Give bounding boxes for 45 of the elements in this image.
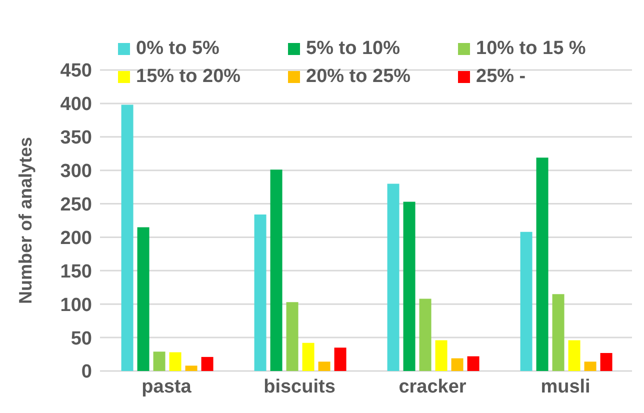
bar bbox=[270, 170, 282, 371]
x-tick-label: biscuits bbox=[264, 376, 336, 398]
bar bbox=[254, 214, 266, 371]
bar bbox=[137, 227, 150, 371]
legend-label: 25% - bbox=[476, 66, 526, 88]
bar bbox=[552, 294, 564, 371]
bar bbox=[467, 356, 480, 371]
bar bbox=[286, 302, 298, 371]
legend-label: 10% to 15 % bbox=[476, 38, 586, 60]
y-tick-label: 200 bbox=[60, 228, 92, 249]
legend-label: 5% to 10% bbox=[306, 38, 400, 60]
bar bbox=[403, 202, 416, 371]
x-tick-label: pasta bbox=[142, 376, 192, 398]
y-tick-label: 50 bbox=[70, 328, 92, 350]
y-axis-title: Number of analytes bbox=[15, 136, 36, 304]
x-tick-label: cracker bbox=[398, 376, 467, 398]
bar bbox=[520, 232, 532, 371]
bar bbox=[451, 358, 464, 371]
bar bbox=[435, 340, 448, 371]
bar bbox=[201, 356, 214, 371]
bar bbox=[153, 352, 166, 371]
y-tick-label: 400 bbox=[60, 94, 92, 116]
y-tick-label: 300 bbox=[60, 161, 92, 182]
legend-label: 15% to 20% bbox=[136, 66, 241, 88]
y-tick-label: 350 bbox=[60, 128, 92, 149]
bar bbox=[185, 366, 198, 371]
bar bbox=[318, 362, 330, 371]
bar bbox=[387, 184, 400, 371]
bar bbox=[302, 342, 314, 371]
y-tick-label: 100 bbox=[60, 294, 92, 316]
y-tick-label: 150 bbox=[60, 261, 92, 282]
y-tick-label: 250 bbox=[60, 194, 92, 216]
bar bbox=[584, 362, 596, 371]
bar bbox=[169, 352, 182, 371]
bar bbox=[419, 298, 432, 371]
x-tick-label: musli bbox=[540, 376, 590, 398]
bar bbox=[568, 340, 580, 371]
bar bbox=[121, 104, 134, 371]
y-tick-label: 450 bbox=[60, 60, 92, 82]
legend-label: 20% to 25% bbox=[306, 66, 411, 88]
bar bbox=[334, 348, 346, 371]
bar bbox=[600, 352, 612, 371]
bar bbox=[536, 158, 548, 371]
legend-label: 0% to 5% bbox=[136, 38, 220, 60]
y-tick-label: 0 bbox=[81, 362, 92, 383]
